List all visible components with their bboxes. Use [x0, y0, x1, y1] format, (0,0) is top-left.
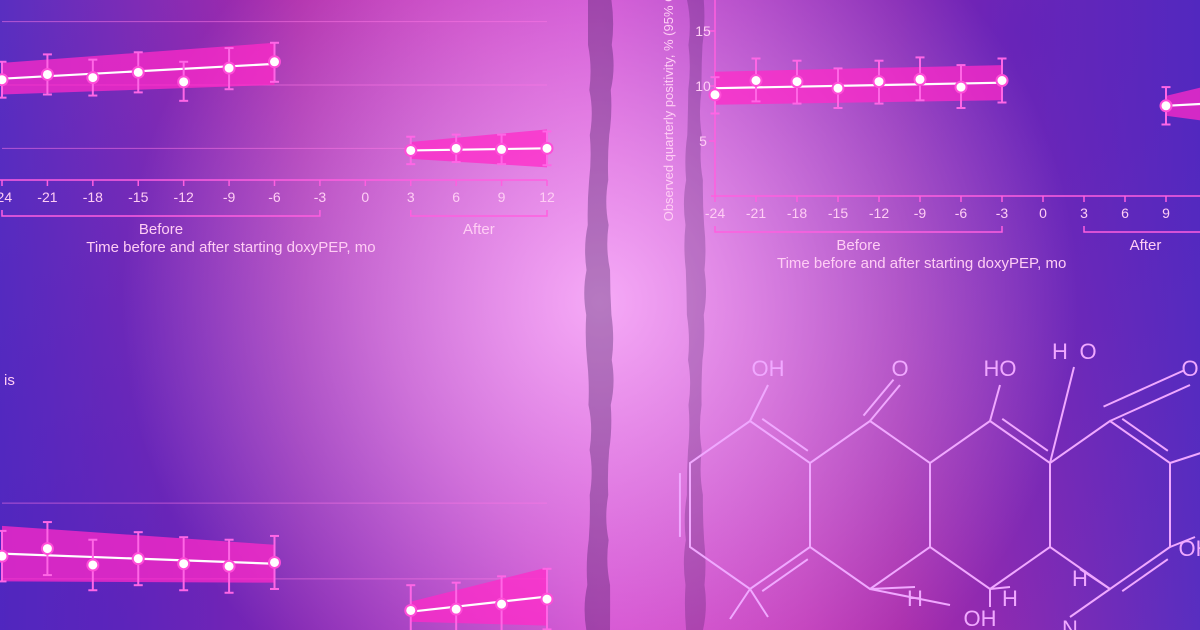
y-tick-label: 15 — [695, 23, 711, 39]
atom-label: O — [891, 356, 908, 381]
chart-top-left: -24-21-18-15-12-9-6-3036912BeforeAfterTi… — [0, 0, 557, 252]
x-tick-label: -6 — [955, 205, 968, 221]
x-tick-label: -9 — [914, 205, 927, 221]
x-tick-label: -21 — [37, 189, 57, 205]
atom-label: H — [1072, 566, 1088, 591]
x-tick-label: 6 — [452, 189, 460, 205]
atom-label: O — [1079, 339, 1096, 364]
x-tick-label: -6 — [268, 189, 281, 205]
x-tick-label: -15 — [828, 205, 848, 221]
atom-label: HO — [984, 356, 1017, 381]
x-tick-label: -18 — [83, 189, 103, 205]
period-label: Before — [139, 221, 183, 238]
x-tick-label: -24 — [0, 189, 12, 205]
atom-label: H — [1002, 586, 1018, 611]
x-tick-label: 0 — [1039, 205, 1047, 221]
period-label: Before — [836, 237, 880, 254]
x-axis-title: Time before and after starting doxyPEP, … — [86, 239, 375, 256]
atom-label: OH — [964, 606, 997, 630]
x-tick-label: 12 — [539, 189, 555, 205]
x-tick-label: -21 — [746, 205, 766, 221]
x-tick-label: 9 — [1162, 205, 1170, 221]
period-label: After — [1130, 237, 1162, 254]
x-tick-label: 9 — [498, 189, 506, 205]
x-tick-label: -3 — [996, 205, 1009, 221]
x-tick-label: -12 — [869, 205, 889, 221]
period-label: After — [463, 221, 495, 238]
y-tick-label: 10 — [695, 78, 711, 94]
atom-label: O — [1181, 356, 1198, 381]
x-tick-label: -9 — [223, 189, 236, 205]
x-tick-label: 6 — [1121, 205, 1129, 221]
y-tick-label: 5 — [699, 133, 707, 149]
x-tick-label: -3 — [314, 189, 327, 205]
atom-label: N — [1062, 616, 1078, 630]
x-tick-label: 3 — [1080, 205, 1088, 221]
chart-top-right: 5 10 15 Observed quarterly positivity, % (9… — [657, 0, 1200, 268]
atom-label: OH — [1179, 536, 1200, 561]
water-streak-0 — [582, 0, 616, 630]
stage: -24 -21 -18 -15 -12 -9 -6 -3 0 3 6 9 12 Before After Ti… — [0, 0, 1200, 630]
x-tick-label: -15 — [128, 189, 148, 205]
x-axis-title: Time before and after starting doxyPEP, … — [777, 255, 1066, 272]
atom-label: OH — [752, 356, 785, 381]
atom-label: H — [1052, 339, 1068, 364]
x-tick-label: -24 — [705, 205, 725, 221]
truncated-panel-label: is — [4, 372, 15, 389]
x-tick-label: -12 — [174, 189, 194, 205]
y-axis-label: Observed quarterly positivity, % (95% C — [661, 0, 676, 221]
x-tick-label: 3 — [407, 189, 415, 205]
chart-bottom-left — [0, 432, 557, 630]
atom-label: H — [907, 586, 923, 611]
x-tick-label: -18 — [787, 205, 807, 221]
molecule-structure: OHOHOHOONOHNOHHHH — [690, 355, 1200, 630]
x-tick-label: 0 — [361, 189, 369, 205]
